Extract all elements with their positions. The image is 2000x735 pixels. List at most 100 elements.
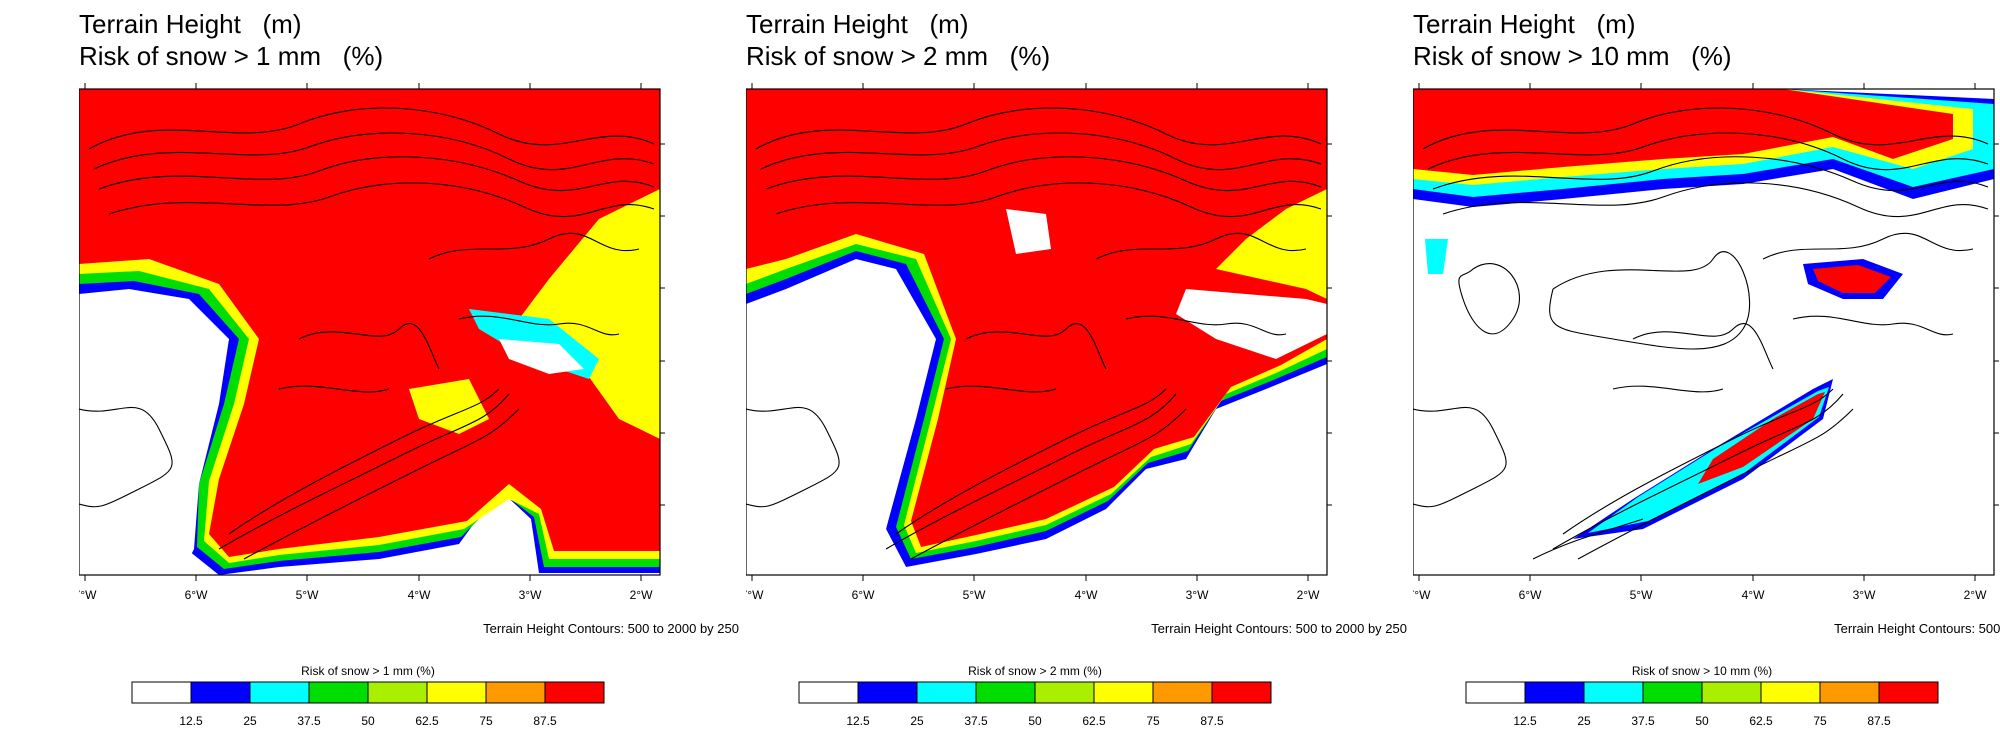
legend-swatch [544, 681, 605, 704]
legend-tick-label: 62.5 [1082, 714, 1106, 728]
contour-note: Terrain Height Contours: 500 to 2000 by … [1834, 621, 2000, 636]
map-panel-1: Terrain Height (m) Risk of snow > 1 mm (… [79, 0, 739, 735]
lon-tick-label: 5°W [296, 588, 319, 602]
legend-swatch [367, 681, 428, 704]
lon-tick-label: 2°W [1297, 588, 1320, 602]
terrain-contour [98, 156, 655, 191]
terrain-contour [278, 385, 390, 393]
legend-swatch [190, 681, 251, 704]
legend-title: Risk of snow > 10 mm (%) [1632, 664, 1772, 678]
terrain-contour [965, 323, 1107, 370]
terrain-contour [458, 315, 620, 336]
legend-tick-label: 37.5 [1631, 714, 1655, 728]
legend-tick-label: 50 [361, 714, 375, 728]
terrain-contour [218, 393, 510, 550]
terrain-contour [1562, 388, 1834, 535]
legend-tick-label: 37.5 [964, 714, 988, 728]
terrain-contour [298, 323, 440, 370]
terrain-contour [1762, 232, 1974, 260]
lon-tick-label: 4°W [1742, 588, 1765, 602]
legend-swatch [249, 681, 310, 704]
title-line-2: Risk of snow > 1 mm (%) [79, 41, 384, 71]
map-frame [79, 88, 661, 576]
map-3: 43°N42°30'N42°N41°30'N41°N40°30'N7°W6°W5… [1413, 83, 1999, 728]
terrain-contour [885, 393, 1177, 550]
legend-swatch [798, 681, 859, 704]
snow-risk-region [746, 269, 931, 575]
legend-swatch [308, 681, 369, 704]
lon-tick-label: 2°W [1964, 588, 1987, 602]
legend-swatch [1152, 681, 1213, 704]
terrain-contour [746, 406, 840, 508]
legend: Risk of snow > 10 mm (%) 12.5 25 37.5 50 62.5… [1465, 664, 1939, 728]
legend-tick-label: 37.5 [297, 714, 321, 728]
lon-tick-label: 7°W [1413, 588, 1431, 602]
legend-title: Risk of snow > 2 mm (%) [968, 664, 1102, 678]
legend-tick-label: 12.5 [846, 714, 870, 728]
legend-tick-label: 25 [910, 714, 924, 728]
snow-risk-region [1698, 392, 1825, 484]
legend-swatch [1878, 681, 1939, 704]
terrain-contour [88, 107, 655, 150]
snow-risk-region [1425, 239, 1448, 274]
terrain-contour [1552, 393, 1844, 550]
legend-swatch [1034, 681, 1095, 704]
legend-tick-label: 25 [1577, 714, 1591, 728]
legend-tick-label: 75 [1146, 714, 1160, 728]
terrain-contour [1095, 232, 1307, 260]
lon-tick-label: 3°W [519, 588, 542, 602]
terrain-contour [1422, 107, 1989, 150]
map-2: 43°N42°30'N42°N41°30'N41°N40°30'N7°W6°W5… [746, 83, 1332, 728]
terrain-contour [1442, 182, 1989, 218]
terrain-contour [1125, 315, 1287, 336]
terrain-contour [1432, 156, 1989, 191]
title-line-1: Terrain Height (m) [746, 9, 969, 39]
lon-tick-label: 5°W [963, 588, 986, 602]
legend-tick-label: 12.5 [1513, 714, 1537, 728]
legend-swatch [1701, 681, 1762, 704]
legend-swatch [1093, 681, 1154, 704]
title-line-1: Terrain Height (m) [79, 9, 302, 39]
contour-note: Terrain Height Contours: 500 to 2000 by … [483, 621, 739, 636]
map-frame [746, 88, 1328, 576]
terrain-contour [108, 182, 655, 218]
legend-swatch [131, 681, 192, 704]
panel-title: Terrain Height (m) Risk of snow > 2 mm (… [746, 8, 1050, 72]
lon-tick-label: 6°W [185, 588, 208, 602]
terrain-contour [1413, 406, 1507, 508]
lon-tick-label: 6°W [1519, 588, 1542, 602]
legend-swatch [1211, 681, 1272, 704]
map-1: 43°N42°30'N42°N41°30'N41°N40°30'N7°W6°W5… [79, 83, 665, 728]
contour-note: Terrain Height Contours: 500 to 2000 by … [1151, 621, 1407, 636]
lon-tick-label: 7°W [79, 588, 97, 602]
legend-tick-label: 50 [1028, 714, 1042, 728]
legend-swatch [857, 681, 918, 704]
legend-tick-label: 75 [479, 714, 493, 728]
terrain-contour [1549, 251, 1751, 350]
terrain-contour [945, 385, 1057, 393]
snow-risk-region [409, 379, 489, 434]
legend-tick-label: 12.5 [179, 714, 203, 728]
legend-tick-label: 25 [243, 714, 257, 728]
panel-title: Terrain Height (m) Risk of snow > 1 mm (… [79, 8, 383, 72]
terrain-contour [228, 388, 500, 535]
title-line-1: Terrain Height (m) [1413, 9, 1636, 39]
terrain-contour [1427, 132, 1989, 171]
legend-swatch [426, 681, 487, 704]
legend-swatch [1760, 681, 1821, 704]
snow-risk-region [79, 89, 660, 557]
lon-tick-label: 3°W [1186, 588, 1209, 602]
terrain-contour [93, 132, 655, 171]
terrain-contour [755, 107, 1322, 150]
terrain-contour [428, 232, 640, 260]
lon-tick-label: 4°W [408, 588, 431, 602]
title-line-2: Risk of snow > 2 mm (%) [746, 41, 1051, 71]
legend-swatch [1524, 681, 1585, 704]
legend-tick-label: 87.5 [1867, 714, 1891, 728]
legend-tick-label: 75 [1813, 714, 1827, 728]
legend-swatch [1642, 681, 1703, 704]
legend-tick-label: 62.5 [415, 714, 439, 728]
snow-risk-region [1813, 265, 1891, 293]
terrain-contour [1792, 315, 1954, 336]
terrain-contour [1632, 323, 1774, 370]
